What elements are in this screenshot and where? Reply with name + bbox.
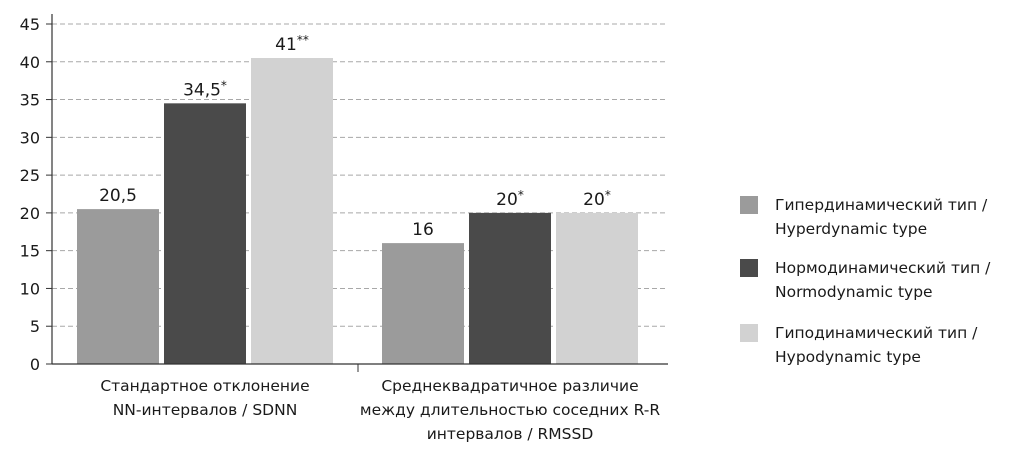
bar: [469, 212, 551, 364]
y-tick-label: 15: [20, 242, 40, 261]
y-tick-label: 25: [20, 166, 40, 185]
legend-label: Гиподинамический тип /: [775, 324, 978, 342]
bar: [251, 58, 333, 364]
bar: [77, 209, 159, 364]
axes: [46, 14, 668, 372]
category-label: Среднеквадратичное различие: [381, 377, 638, 395]
legend-swatch: [740, 259, 758, 277]
y-tick-label: 0: [30, 355, 40, 374]
category-label: интервалов / RMSSD: [427, 425, 594, 443]
legend-label: Гипердинамический тип /: [775, 196, 988, 214]
y-tick-label: 30: [20, 128, 40, 147]
bar-value-label: 20,5: [99, 186, 137, 206]
bar-value-label: 16: [412, 220, 434, 240]
y-tick-label: 35: [20, 91, 40, 110]
bars: [77, 58, 638, 364]
legend-label: Hyperdynamic type: [775, 220, 927, 238]
bar: [382, 243, 464, 364]
bar-value-label: 20*: [583, 188, 611, 210]
legend-swatch: [740, 324, 758, 342]
legend: Гипердинамический тип / Hyperdynamic type…: [740, 196, 991, 366]
y-tick-label: 20: [20, 204, 40, 223]
bar-value-label: 41**: [275, 33, 309, 55]
bar-value-label: 34,5*: [183, 78, 227, 100]
y-tick-label: 5: [30, 317, 40, 336]
bar: [556, 212, 638, 364]
category-label: между длительностью соседних R-R: [360, 401, 660, 419]
bar-value-label: 20*: [496, 188, 524, 210]
y-tick-label: 45: [20, 15, 40, 34]
legend-swatch: [740, 196, 758, 214]
legend-label: Hypodynamic type: [775, 348, 921, 366]
category-label: NN-интервалов / SDNN: [113, 401, 298, 419]
category-label: Стандартное отклонение: [100, 377, 309, 395]
bar: [164, 103, 246, 364]
legend-label: Normodynamic type: [775, 283, 933, 301]
y-tick-label: 10: [20, 279, 40, 298]
legend-label: Нормодинамический тип /: [775, 259, 991, 277]
y-tick-label: 40: [20, 53, 40, 72]
labels: 0 5 10 15 20 25 30 35 40 45 20,5 16 34,5* 20* 41** 20* С…: [20, 15, 661, 443]
